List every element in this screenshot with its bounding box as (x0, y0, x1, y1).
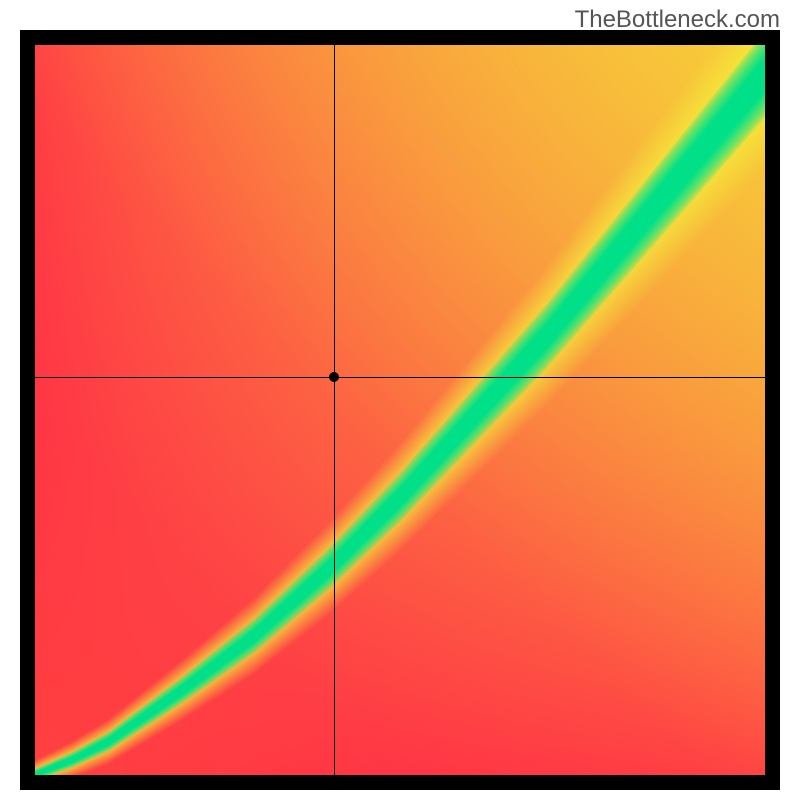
heatmap-canvas (35, 45, 765, 775)
heatmap-area (35, 45, 765, 775)
watermark-text: TheBottleneck.com (575, 6, 780, 34)
crosshair-marker-dot (329, 372, 339, 382)
crosshair-horizontal (35, 377, 765, 378)
crosshair-vertical (334, 45, 335, 775)
chart-container: TheBottleneck.com (0, 0, 800, 800)
chart-outer-frame (20, 30, 780, 790)
